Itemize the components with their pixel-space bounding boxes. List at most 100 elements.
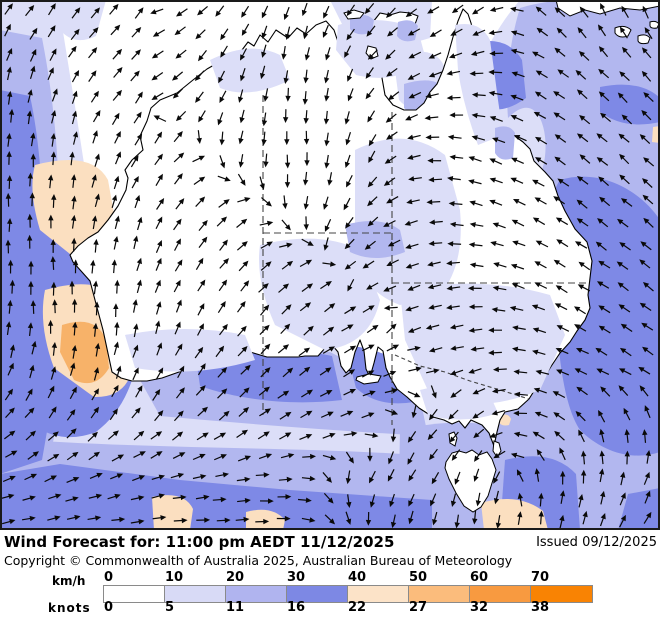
wind-arrow xyxy=(283,70,289,84)
wind-arrow xyxy=(113,303,119,318)
wind-arrow xyxy=(576,199,588,209)
wind-arrow xyxy=(302,91,308,105)
wind-arrow xyxy=(361,412,375,419)
wind-arrow xyxy=(5,450,18,458)
wind-arrow xyxy=(450,28,463,36)
wind-arrow xyxy=(259,498,274,504)
wind-arrow xyxy=(212,496,227,503)
wind-arrow xyxy=(173,517,188,524)
wind-arrow xyxy=(449,221,464,228)
wind-arrow xyxy=(472,387,486,395)
wind-arrow xyxy=(492,285,507,291)
wind-arrow xyxy=(174,321,181,335)
wind-arrow xyxy=(639,259,651,269)
wind-arrow xyxy=(408,493,415,507)
wind-arrow xyxy=(240,48,248,61)
wind-arrow xyxy=(408,51,422,59)
wind-arrow xyxy=(52,299,58,314)
wind-arrow xyxy=(236,241,248,251)
wind-arrow xyxy=(322,326,335,336)
wind-arrow xyxy=(405,8,418,18)
wind-arrow xyxy=(574,241,588,249)
wind-arrow xyxy=(597,24,607,37)
wind-arrow xyxy=(560,470,566,485)
wind-arrow xyxy=(111,516,126,523)
wind-arrow xyxy=(538,492,544,507)
wind-arrow xyxy=(617,282,629,292)
wind-arrow xyxy=(324,219,332,232)
wind-arrow xyxy=(408,91,422,99)
legend-tick: 20 xyxy=(226,570,245,585)
wind-arrow xyxy=(71,195,77,210)
wind-arrow xyxy=(132,475,146,482)
wind-arrow xyxy=(513,135,527,142)
wind-arrow xyxy=(598,46,609,58)
wind-arrow xyxy=(446,260,460,266)
wind-arrow xyxy=(534,261,547,269)
wind-arrow xyxy=(303,216,309,231)
legend-tick: 38 xyxy=(531,600,550,615)
wind-arrow xyxy=(510,263,525,270)
wind-arrow xyxy=(258,453,273,460)
wind-arrow xyxy=(192,453,206,461)
wind-arrow xyxy=(428,347,443,353)
wind-arrow xyxy=(28,280,34,295)
wind-arrow xyxy=(365,511,372,526)
wind-arrow xyxy=(600,490,606,505)
wind-arrow xyxy=(534,197,547,205)
wind-arrow xyxy=(91,388,99,401)
wind-arrow xyxy=(491,409,506,416)
wind-arrow xyxy=(620,323,633,333)
wind-arrow xyxy=(407,391,421,398)
wind-arrow xyxy=(50,256,56,270)
wind-arrow xyxy=(217,175,231,182)
wind-arrow xyxy=(196,130,202,144)
wind-arrow xyxy=(512,240,526,247)
wind-arrow xyxy=(324,69,330,84)
wind-arrow xyxy=(532,349,546,356)
wind-arrow xyxy=(261,197,272,207)
wind-arrow xyxy=(324,514,336,525)
wind-arrow xyxy=(92,110,101,123)
legend-tick: 70 xyxy=(531,570,550,585)
wind-arrow xyxy=(49,48,57,61)
wind-arrow xyxy=(641,70,652,82)
wind-arrow xyxy=(597,218,609,228)
wind-arrow xyxy=(320,411,334,418)
wind-arrow xyxy=(297,497,312,503)
legend-knots-ticks: 0 5 11 16 22 27 32 38 xyxy=(103,600,643,615)
wind-arrow xyxy=(531,304,546,311)
wind-arrow xyxy=(113,66,123,78)
wind-arrow xyxy=(263,88,269,102)
wind-arrow xyxy=(510,177,524,184)
wind-arrow xyxy=(130,70,140,82)
wind-arrow xyxy=(447,175,461,182)
legend-tick: 40 xyxy=(348,570,367,585)
wind-arrow xyxy=(449,431,459,443)
wind-arrow xyxy=(641,47,652,59)
wind-arrow xyxy=(345,132,352,146)
wind-arrow xyxy=(131,175,139,189)
wind-arrow xyxy=(642,346,654,356)
wind-arrow xyxy=(135,385,143,398)
wind-arrow xyxy=(582,510,588,525)
wind-arrow xyxy=(9,279,16,294)
wind-arrow xyxy=(150,431,163,440)
wind-arrow xyxy=(427,284,442,290)
wind-arrow xyxy=(237,197,251,203)
wind-arrow xyxy=(559,490,566,504)
wind-arrow xyxy=(552,391,566,399)
wind-arrow xyxy=(135,91,143,104)
wind-arrow xyxy=(340,410,354,417)
wind-arrow xyxy=(517,511,523,525)
wind-arrow xyxy=(405,262,419,269)
wind-arrow xyxy=(303,69,309,84)
wind-arrow xyxy=(239,387,250,398)
wind-arrow xyxy=(324,132,330,147)
wind-arrow xyxy=(235,516,250,523)
wind-arrow xyxy=(449,112,464,118)
wind-arrow xyxy=(534,136,548,145)
wind-arrow xyxy=(219,239,228,251)
wind-arrow xyxy=(579,115,591,125)
wind-arrow xyxy=(174,26,186,36)
